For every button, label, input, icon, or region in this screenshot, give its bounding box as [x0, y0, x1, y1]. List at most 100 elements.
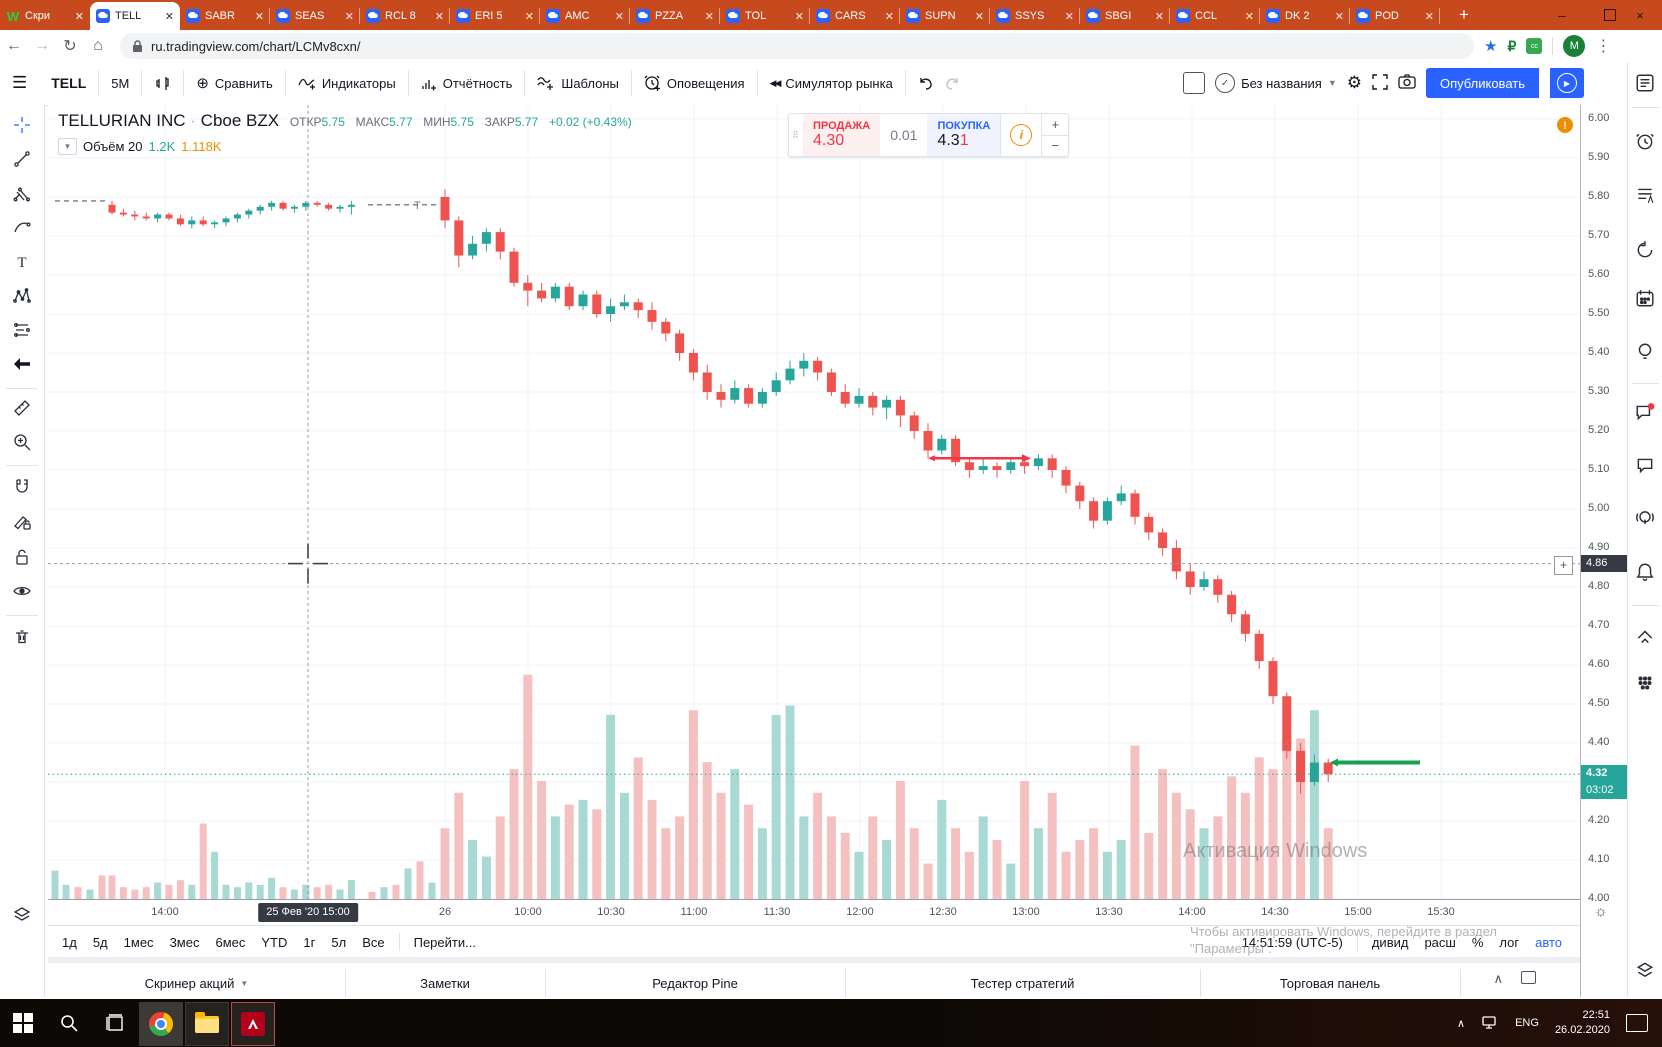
hide-drawings-eye-icon[interactable] — [8, 577, 36, 605]
order-info-button[interactable]: i — [1000, 114, 1041, 156]
browser-tab-ssys[interactable]: SSYS ✕ — [990, 2, 1080, 30]
tab-close-icon[interactable]: ✕ — [794, 10, 804, 23]
tab-close-icon[interactable]: ✕ — [434, 10, 444, 23]
zoom-in-icon[interactable] — [8, 428, 36, 456]
browser-tab-ccl[interactable]: CCL ✕ — [1170, 2, 1260, 30]
shapes-icon[interactable] — [1633, 958, 1657, 982]
address-bar[interactable]: ru.tradingview.com/chart/LCMv8cxn/ — [120, 33, 1474, 59]
bottom-tab-5[interactable]: Торговая панель — [1200, 969, 1461, 997]
snapshot-camera-icon[interactable] — [1398, 74, 1416, 92]
scale-button-дивид[interactable]: дивид — [1371, 934, 1409, 950]
calendar-icon[interactable] — [1633, 286, 1657, 310]
network-icon[interactable] — [1481, 1015, 1499, 1032]
bookmark-star-icon[interactable]: ★ — [1484, 38, 1498, 55]
tab-close-icon[interactable]: ✕ — [344, 10, 354, 23]
home-icon[interactable]: ⌂ — [93, 37, 103, 54]
pitchfork-icon[interactable] — [8, 180, 36, 208]
tab-close-icon[interactable]: ✕ — [164, 10, 174, 23]
taskbar-acrobat-icon[interactable] — [231, 1002, 275, 1046]
tab-close-icon[interactable]: ✕ — [1334, 10, 1344, 23]
drawing-lock-icon[interactable] — [8, 508, 36, 536]
alerts-button[interactable]: Оповещения — [632, 62, 757, 104]
browser-tab-dk-2[interactable]: DK 2 ✕ — [1260, 2, 1350, 30]
browser-tab-seas[interactable]: SEAS ✕ — [270, 2, 360, 30]
text-tool-icon[interactable]: T — [8, 248, 36, 276]
sell-button[interactable]: ПРОДАЖА 4.30 — [803, 114, 881, 156]
tab-close-icon[interactable]: ✕ — [884, 10, 894, 23]
range-button-ytd[interactable]: YTD — [261, 934, 288, 950]
notes-icon[interactable] — [1633, 183, 1657, 207]
xabcd-pattern-icon[interactable] — [8, 282, 36, 310]
buy-button[interactable]: ПОКУПКА 4.31 — [927, 114, 1001, 156]
task-view-button[interactable] — [92, 999, 138, 1047]
streams-icon[interactable] — [1633, 506, 1657, 530]
ruble-extension-icon[interactable]: ₽ — [1507, 37, 1517, 54]
qty-minus-button[interactable]: − — [1051, 138, 1060, 154]
time-axis[interactable]: 14:00 26 10:00 10:30 11:00 11:30 12:00 12:30 13:… — [48, 899, 1580, 926]
range-button-5д[interactable]: 5д — [92, 934, 108, 950]
ideas-bulb-icon[interactable] — [1633, 340, 1657, 364]
range-button-5л[interactable]: 5л — [331, 934, 347, 950]
lock-open-icon[interactable] — [8, 543, 36, 571]
notifications-bell-icon[interactable] — [1633, 560, 1657, 584]
tab-close-icon[interactable]: ✕ — [254, 10, 264, 23]
chart-legend[interactable]: TELLURIAN INC · Cboe BZX ОТКР5.75 МАКС5.… — [58, 111, 632, 155]
templates-button[interactable]: Шаблоны — [525, 62, 631, 104]
market-simulator-button[interactable]: ◀◀ Симулятор рынка — [769, 75, 893, 91]
arrow-tool-icon[interactable] — [8, 350, 36, 378]
undo-button[interactable] — [906, 62, 946, 104]
tab-close-icon[interactable]: ✕ — [614, 10, 624, 23]
publish-play-button[interactable]: ▶ — [1550, 68, 1584, 98]
taskbar-explorer-icon[interactable] — [185, 1002, 229, 1046]
taskbar-search-button[interactable] — [46, 999, 92, 1047]
reports-button[interactable]: Отчётность — [409, 62, 525, 104]
ruler-icon[interactable] — [8, 394, 36, 422]
forecast-icon[interactable] — [8, 316, 36, 344]
tab-close-icon[interactable]: ✕ — [524, 10, 534, 23]
panel-window-icon[interactable] — [1521, 971, 1536, 984]
start-button[interactable] — [0, 999, 46, 1047]
fullscreen-icon[interactable] — [1372, 73, 1388, 93]
scale-button-лог[interactable]: лог — [1499, 934, 1520, 950]
save-layout-button[interactable]: ✓ Без названия ▼ — [1215, 73, 1337, 93]
browser-tab-rcl-8[interactable]: RCL 8 ✕ — [360, 2, 450, 30]
scale-button-percent[interactable]: % — [1471, 934, 1484, 950]
refresh-icon[interactable]: ↻ — [63, 38, 77, 55]
chart-settings-gear-icon[interactable]: ⚙ — [1346, 73, 1362, 92]
browser-tab-amc[interactable]: AMC ✕ — [540, 2, 630, 30]
browser-tab-pod[interactable]: POD ✕ — [1350, 2, 1440, 30]
taskbar-chrome-icon[interactable] — [139, 1002, 183, 1046]
scale-button-расш[interactable]: расш — [1424, 934, 1456, 950]
publish-button[interactable]: Опубликовать — [1425, 68, 1539, 98]
clock-label[interactable]: 14:51:59 (UTC-5) — [1241, 934, 1343, 950]
back-icon[interactable]: ← — [6, 37, 22, 54]
object-tree-icon[interactable] — [8, 901, 36, 929]
tab-close-icon[interactable]: ✕ — [974, 10, 984, 23]
tab-close-icon[interactable]: ✕ — [1424, 10, 1434, 23]
bottom-tab-2[interactable]: Заметки — [345, 969, 546, 997]
cc-extension-icon[interactable]: cc — [1526, 38, 1543, 54]
collapse-legend-icon[interactable]: ▼ — [58, 138, 77, 155]
range-button-1мес[interactable]: 1мес — [123, 934, 154, 950]
browser-tab-sbgi[interactable]: SBGI ✕ — [1080, 2, 1170, 30]
action-center-icon[interactable] — [1626, 1014, 1648, 1032]
language-indicator[interactable]: ENG — [1515, 1017, 1539, 1029]
crosshair-tool-icon[interactable] — [8, 111, 36, 139]
volume-study-label[interactable]: Объём 20 — [83, 139, 143, 154]
tab-close-icon[interactable]: ✕ — [1244, 10, 1254, 23]
browser-tab-sabr[interactable]: SABR ✕ — [180, 2, 270, 30]
chart-style-icon[interactable] — [142, 62, 183, 104]
tv-menu-icon[interactable]: ☰ — [12, 73, 28, 92]
trash-icon[interactable] — [8, 623, 36, 651]
qty-plus-button[interactable]: + — [1042, 114, 1069, 136]
browser-tab-скри[interactable]: W Скри ✕ — [0, 2, 90, 30]
compare-button[interactable]: ⊕ Сравнить — [196, 75, 273, 92]
alerts-clock-icon[interactable] — [1633, 130, 1657, 154]
price-axis[interactable]: 6.00 5.90 5.80 5.70 5.60 5.50 5.40 5.30 5.20 5.10… — [1580, 105, 1628, 997]
tab-close-icon[interactable]: ✕ — [74, 10, 84, 23]
help-chevrons-icon[interactable] — [1633, 625, 1657, 649]
range-button-3мес[interactable]: 3мес — [169, 934, 200, 950]
goto-date-button[interactable]: Перейти... — [413, 934, 476, 950]
range-button-все[interactable]: Все — [362, 934, 385, 950]
watchlist-icon[interactable] — [1633, 71, 1657, 95]
